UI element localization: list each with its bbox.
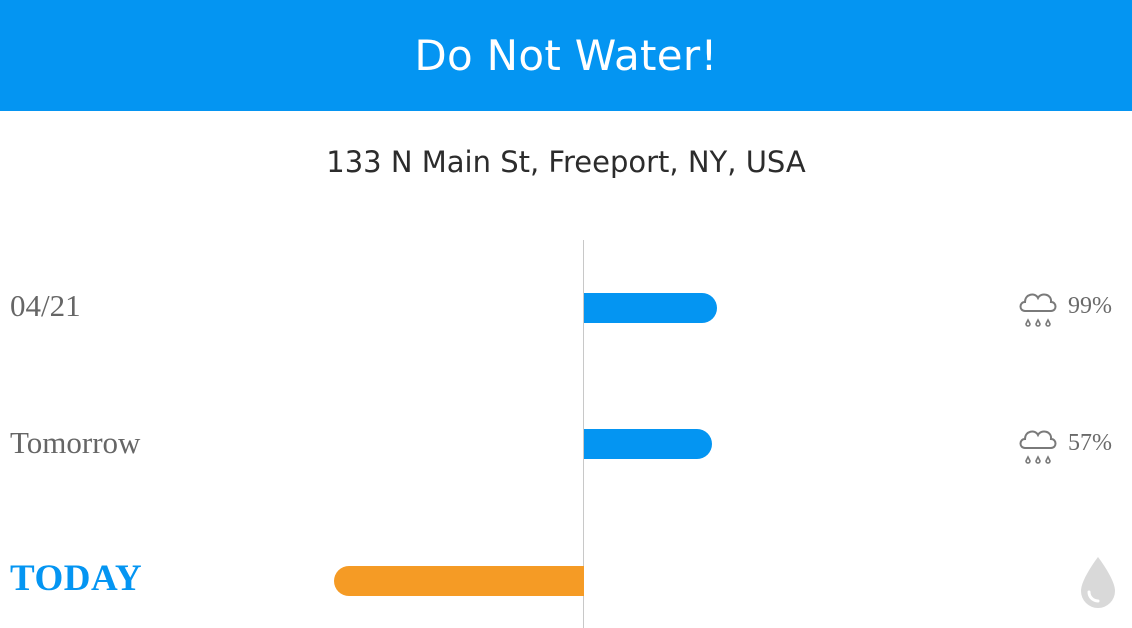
rain-cloud-icon xyxy=(1016,287,1060,334)
water-drop-icon xyxy=(1078,555,1118,614)
rain-cloud-icon xyxy=(1016,424,1060,471)
row-bar-today xyxy=(334,566,584,596)
location-address: 133 N Main St, Freeport, NY, USA xyxy=(326,145,806,179)
row-label-date: 04/21 xyxy=(10,288,81,323)
forecast-date: 99% xyxy=(1016,287,1112,334)
row-bar-tomorrow xyxy=(584,429,712,459)
row-bar-date xyxy=(584,293,717,323)
header-bar: Do Not Water! xyxy=(0,0,1132,111)
precipitation-chance: 99% xyxy=(1068,293,1112,319)
row-label-tomorrow: Tomorrow xyxy=(10,425,141,460)
forecast-tomorrow: 57% xyxy=(1016,424,1112,471)
precipitation-chance: 57% xyxy=(1068,430,1112,456)
zero-axis-line xyxy=(583,240,584,628)
page-title: Do Not Water! xyxy=(414,31,718,80)
row-label-today: TODAY xyxy=(10,558,143,599)
